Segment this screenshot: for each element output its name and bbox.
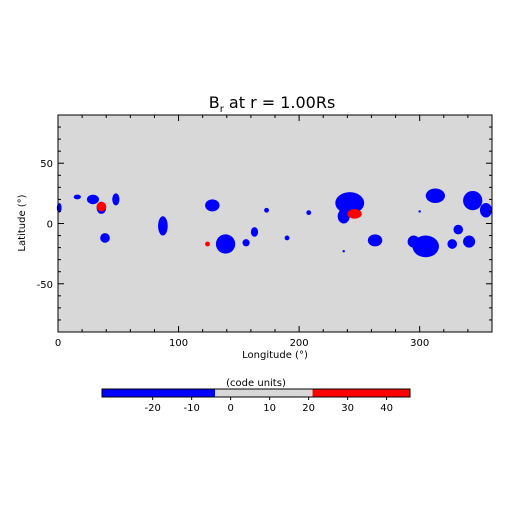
colorbar-tick-label: -20	[145, 403, 161, 414]
negative-polarity-region	[463, 190, 483, 211]
negative-polarity-region	[342, 250, 345, 253]
negative-polarity-region	[264, 207, 269, 213]
plot-background	[58, 115, 492, 332]
colorbar-tick-label: 40	[380, 403, 393, 414]
negative-polarity-region	[463, 235, 476, 248]
title-subscript: r	[220, 104, 225, 115]
axis-ticks: 0 100 200 300 -50 0 50	[37, 115, 492, 349]
negative-polarity-region	[284, 235, 290, 241]
negative-polarity-region	[407, 235, 420, 248]
negative-polarity-region	[112, 193, 120, 206]
negative-polarity-region	[418, 210, 421, 213]
negative-polarity-region	[447, 239, 458, 249]
colorbar-band	[102, 389, 216, 397]
colorbar: (code units) -20 -10 0 10 20 30 40	[101, 378, 411, 414]
negative-polarity-region	[86, 194, 99, 205]
negative-polarity-region	[367, 234, 383, 247]
y-tick-label: -50	[37, 280, 53, 291]
colorbar-band	[215, 389, 313, 397]
x-tick-label: 0	[55, 338, 61, 349]
negative-polarity-region	[73, 194, 81, 200]
x-tick-label: 100	[169, 338, 188, 349]
negative-polarity-region	[205, 199, 220, 212]
colorbar-ticks: -20 -10 0 10 20 30 40	[145, 397, 393, 414]
field-regions	[56, 188, 492, 258]
positive-polarity-region	[205, 241, 210, 247]
negative-polarity-region	[250, 227, 259, 237]
negative-polarity-region	[453, 224, 464, 235]
positive-polarity-region	[347, 209, 362, 219]
positive-polarity-region	[96, 201, 107, 212]
colorbar-tick-label: 30	[341, 403, 354, 414]
chart-title: Br at r = 1.00Rs	[209, 93, 336, 115]
negative-polarity-region	[425, 188, 445, 204]
negative-polarity-region	[242, 239, 250, 247]
negative-polarity-region	[100, 233, 110, 243]
title-suffix: at r = 1.00Rs	[224, 93, 335, 112]
negative-polarity-region	[479, 203, 492, 218]
colorbar-frame	[101, 388, 411, 398]
colorbar-title: (code units)	[226, 378, 286, 389]
colorbar-bands	[102, 389, 410, 397]
x-tick-label: 200	[290, 338, 309, 349]
y-tick-label: 50	[40, 159, 53, 170]
x-axis-label: Longitude (°)	[242, 350, 308, 361]
negative-polarity-region	[158, 216, 168, 236]
colorbar-tick-label: 20	[302, 403, 315, 414]
plot-area: 0 100 200 300 -50 0 50	[37, 114, 493, 349]
y-tick-label: 0	[47, 220, 53, 231]
colorbar-tick-label: 0	[227, 403, 233, 414]
colorbar-tick-label: 10	[263, 403, 276, 414]
colorbar-tick-label: -10	[183, 403, 199, 414]
negative-polarity-region	[306, 210, 312, 216]
negative-polarity-region	[215, 234, 236, 254]
colorbar-band	[312, 389, 410, 397]
negative-polarity-region	[337, 209, 350, 224]
title-main: B	[209, 93, 220, 112]
x-tick-label: 300	[410, 338, 429, 349]
y-axis-label: Latitude (°)	[17, 194, 28, 251]
negative-polarity-region	[335, 192, 365, 214]
